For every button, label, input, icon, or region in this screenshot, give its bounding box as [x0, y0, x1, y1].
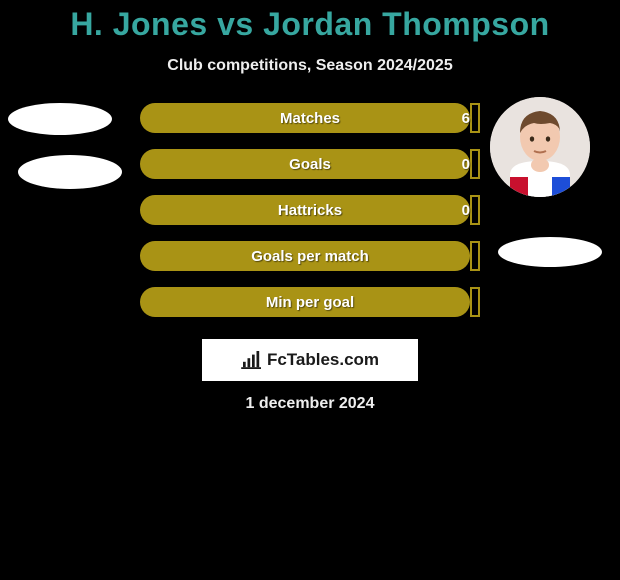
stat-row: Goals per match [140, 241, 480, 271]
stat-value-right: 0 [462, 195, 470, 225]
right-player-badge [498, 237, 602, 267]
left-player-badge-1 [8, 103, 112, 135]
left-player-badge-2 [18, 155, 122, 189]
stat-row: Min per goal [140, 287, 480, 317]
subtitle: Club competitions, Season 2024/2025 [0, 57, 620, 75]
stat-value-right: 0 [462, 149, 470, 179]
stat-bars: Matches6 Goals0 Hattricks0 Goals per match M… [140, 103, 480, 333]
stat-bar-left [140, 149, 470, 179]
right-player-avatar [490, 97, 590, 197]
avatar-svg [490, 97, 590, 197]
page-title: H. Jones vs Jordan Thompson [0, 0, 620, 43]
source-logo: FcTables.com [202, 339, 418, 381]
stat-bar-left [140, 103, 470, 133]
date-text: 1 december 2024 [0, 395, 620, 413]
stat-row: Goals0 [140, 149, 480, 179]
stat-row: Hattricks0 [140, 195, 480, 225]
stat-bar-left [140, 241, 470, 271]
stat-row: Matches6 [140, 103, 480, 133]
stat-bar-left [140, 287, 470, 317]
bar-chart-icon [241, 351, 263, 369]
stat-bar-right [470, 149, 480, 179]
stat-bar-left [140, 195, 470, 225]
stat-bar-right [470, 241, 480, 271]
stat-bar-right [470, 195, 480, 225]
stat-bar-right [470, 103, 480, 133]
stat-bar-right [470, 287, 480, 317]
stat-value-right: 6 [462, 103, 470, 133]
source-logo-text: FcTables.com [267, 350, 379, 370]
